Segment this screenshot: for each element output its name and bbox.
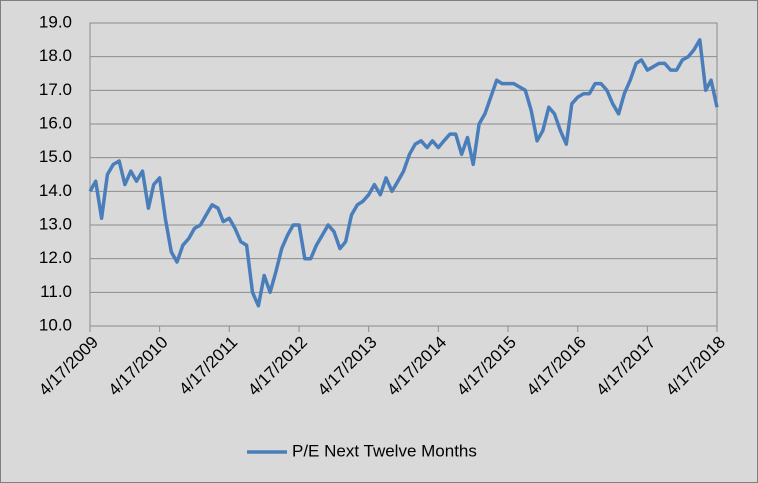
y-tick-label: 12.0 — [39, 248, 72, 267]
y-tick-label: 19.0 — [39, 12, 72, 31]
y-tick-label: 18.0 — [39, 46, 72, 65]
y-tick-label: 15.0 — [39, 147, 72, 166]
y-tick-label: 17.0 — [39, 80, 72, 99]
y-tick-label: 11.0 — [40, 282, 72, 301]
series-line — [88, 38, 719, 308]
y-tick-label: 14.0 — [39, 181, 72, 200]
y-tick-label: 13.0 — [39, 214, 72, 233]
y-tick-label: 10.0 — [39, 315, 72, 334]
y-tick-label: 16.0 — [39, 113, 72, 132]
legend-label: P/E Next Twelve Months — [292, 441, 477, 460]
